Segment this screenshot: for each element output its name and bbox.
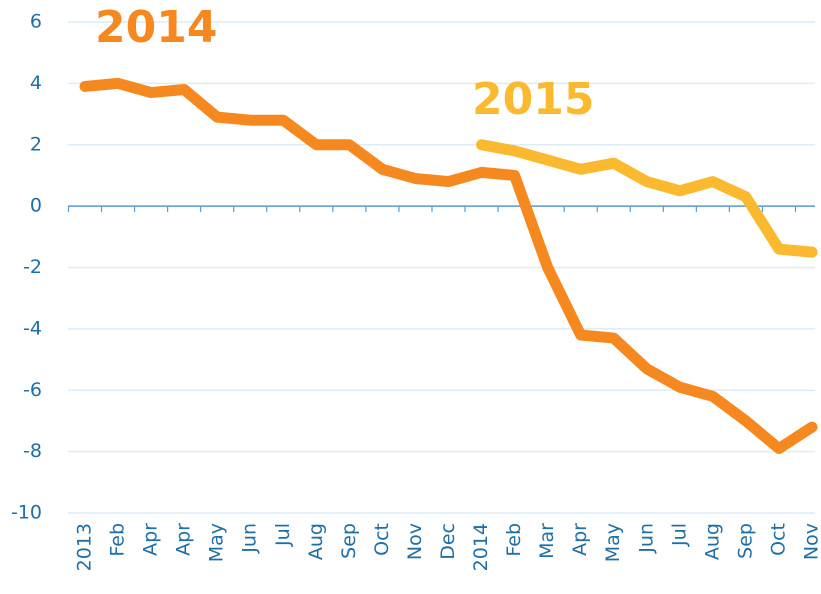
y-tick-label: 6 [30,11,42,33]
x-tick-label: May [602,523,624,562]
x-tick-label: Apr [173,523,195,556]
y-tick-label: -2 [23,256,42,278]
line-series [476,139,818,258]
x-tick-label: Nov [404,523,426,560]
y-tick-label: 2 [30,133,42,155]
x-tick-label: Jun [239,523,261,554]
x-tick-label: 2014 [470,523,492,571]
x-tick-label: May [206,523,228,562]
line-series [79,77,818,455]
y-tick-label: -4 [23,317,42,339]
x-tick-label: Sep [338,523,360,559]
x-tick-label: Nov [801,523,821,560]
x-tick-label: Dec [437,523,459,560]
y-tick-label: 4 [30,72,42,94]
x-tick-label: Aug [701,523,723,560]
x-tick-label: Feb [503,523,525,557]
x-tick-label: Jul [272,523,294,547]
y-tick-label: -8 [23,440,42,462]
x-tick-label: Feb [107,523,129,557]
x-tick-label: Oct [767,523,789,556]
x-tick-label: Jul [668,523,690,547]
x-tick-label: Aug [305,523,327,560]
x-tick-label: Sep [734,523,756,559]
series-label: 2015 [472,74,594,125]
x-tick-label: Jun [635,523,657,554]
y-tick-label: 0 [30,195,42,217]
y-tick-label: -10 [11,502,42,524]
x-tick-label: 2013 [74,523,96,571]
x-tick-label: Mar [536,523,558,559]
y-tick-label: -6 [23,379,42,401]
x-tick-label: Apr [140,523,162,556]
series-label: 2014 [95,2,217,53]
x-tick-label: Oct [371,523,393,556]
x-tick-label: Apr [569,523,591,556]
